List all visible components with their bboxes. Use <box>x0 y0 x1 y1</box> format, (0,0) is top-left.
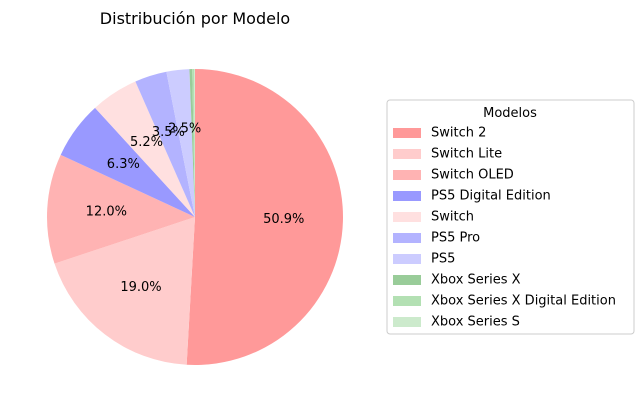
slice-percentage-label: 2.5% <box>168 121 201 136</box>
slice-percentage-label: 12.0% <box>86 204 127 219</box>
legend-label: Switch Lite <box>431 147 502 162</box>
legend-title: Modelos <box>483 106 537 121</box>
legend-frame <box>386 99 635 335</box>
pie-slice <box>47 154 196 264</box>
slice-percentage-label: 19.0% <box>120 280 161 295</box>
legend-swatch <box>393 191 421 201</box>
slice-percentage-label: 5.2% <box>130 135 163 150</box>
slice-percentage-label: 6.3% <box>107 157 140 172</box>
pie-slice <box>166 69 195 217</box>
pie-slice <box>192 69 195 217</box>
slice-percentage-label: 3.5% <box>152 125 185 140</box>
legend-swatch <box>393 275 421 285</box>
legend-label: Switch <box>431 210 474 225</box>
legend-label: Switch OLED <box>431 168 514 183</box>
pie-slice <box>135 71 195 217</box>
legend-swatch <box>393 317 421 327</box>
slice-percentage-label: 50.9% <box>263 212 304 227</box>
legend: Modelos Switch 2 Switch Lite Switch OLED PS… <box>386 99 635 335</box>
legend-label: Xbox Series X <box>431 273 521 288</box>
pie-slices <box>47 69 344 365</box>
legend-swatch <box>393 149 421 159</box>
pie-slice <box>194 69 195 217</box>
legend-swatch <box>393 212 421 222</box>
legend-label: Switch 2 <box>431 126 486 141</box>
legend-label: PS5 Digital Edition <box>431 189 551 204</box>
chart-title: Distribución por Modelo <box>100 9 290 28</box>
legend-label: PS5 <box>431 252 455 267</box>
legend-swatch <box>393 233 421 243</box>
pie-slice <box>54 217 196 365</box>
pie-slice <box>186 69 344 365</box>
legend-swatch <box>393 254 421 264</box>
legend-label: PS5 Pro <box>431 231 480 246</box>
legend-swatch <box>393 170 421 180</box>
pie-percentage-labels: 50.9% 19.0% 12.0% 6.3% 5.2%3.5%2.5% <box>86 121 305 295</box>
legend-label: Xbox Series S <box>431 315 520 330</box>
legend-items: Switch 2 Switch Lite Switch OLED PS5 Digita… <box>393 126 616 330</box>
legend-label: Xbox Series X Digital Edition <box>431 294 616 309</box>
legend-swatch <box>393 128 421 138</box>
pie-slice <box>60 107 195 217</box>
pie-slice <box>189 69 195 217</box>
legend-swatch <box>393 296 421 306</box>
pie-slice <box>95 81 195 217</box>
